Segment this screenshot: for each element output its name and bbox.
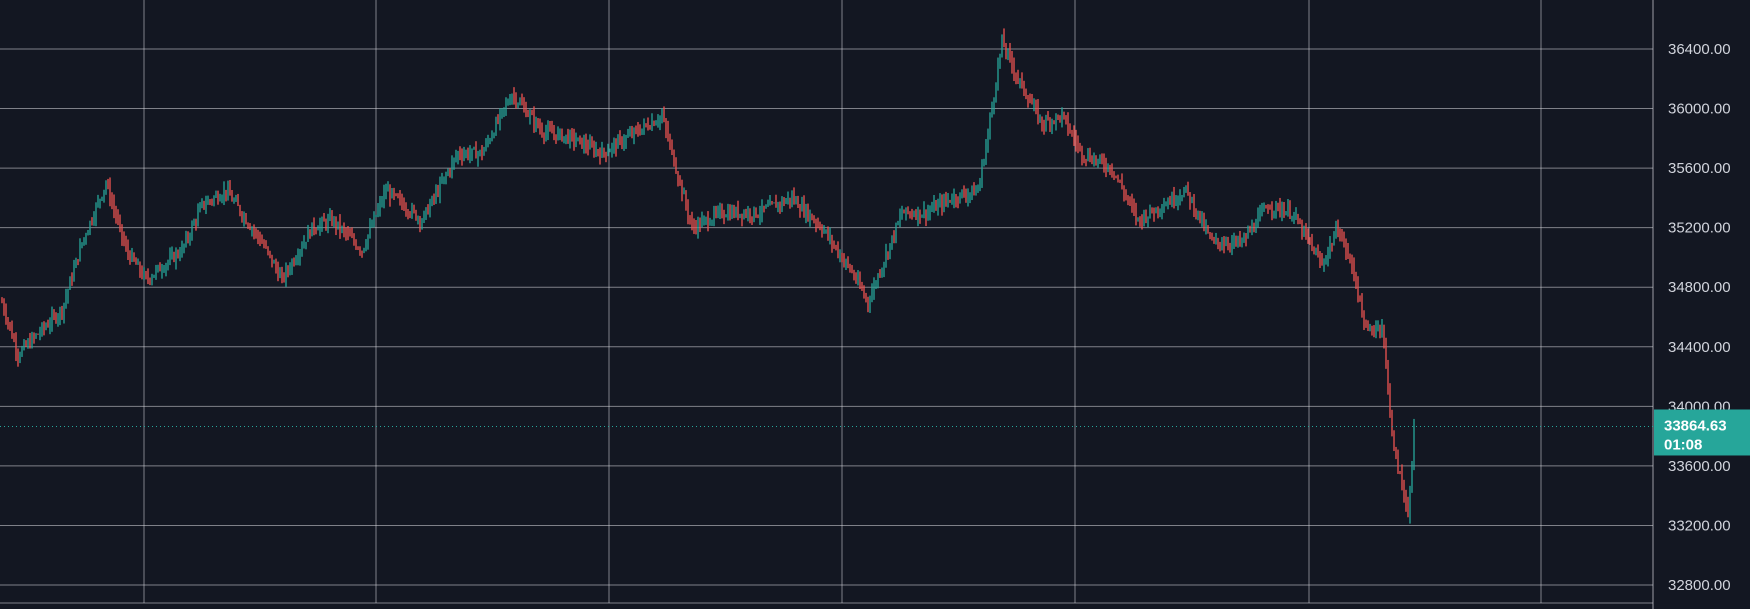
y-tick-label: 33600.00 — [1668, 458, 1731, 475]
y-tick-label: 33200.00 — [1668, 517, 1731, 534]
y-tick-label: 34400.00 — [1668, 339, 1731, 356]
y-tick-label: 35600.00 — [1668, 160, 1731, 177]
candle-layer — [1, 28, 1415, 524]
y-tick-label: 35200.00 — [1668, 220, 1731, 237]
countdown-label: 01:08 — [1664, 436, 1702, 453]
last-price-badge[interactable] — [1654, 409, 1750, 456]
last-price-label: 33864.63 — [1664, 417, 1727, 434]
y-tick-label: 34800.00 — [1668, 279, 1731, 296]
price-axis[interactable]: 32800.0033200.0033600.0034000.0034400.00… — [1654, 41, 1750, 594]
y-tick-label: 36400.00 — [1668, 41, 1731, 58]
grid-layer — [0, 0, 1654, 609]
y-tick-label: 36000.00 — [1668, 101, 1731, 118]
y-tick-label: 32800.00 — [1668, 577, 1731, 594]
